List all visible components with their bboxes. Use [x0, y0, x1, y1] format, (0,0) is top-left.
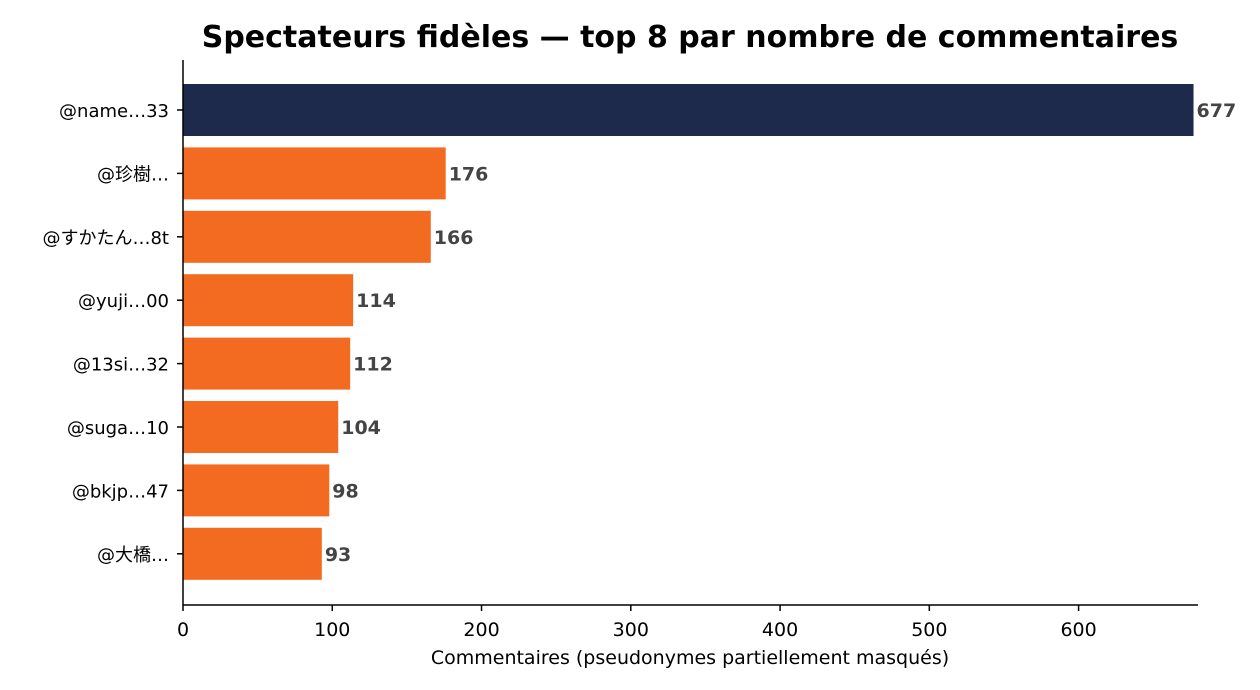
bar-3 — [183, 274, 354, 327]
bars-layer: 677 176 166 114 112 104 98 93 — [183, 84, 1236, 580]
x-tick-label-6: 600 — [1060, 619, 1096, 641]
value-label-6: 98 — [332, 480, 358, 502]
x-tick-label-0: 0 — [177, 619, 189, 641]
value-label-1: 176 — [449, 163, 489, 185]
value-label-4: 112 — [353, 354, 393, 376]
x-tick-label-5: 500 — [911, 619, 947, 641]
category-label-6: @bkjp…47 — [72, 481, 169, 502]
category-label-2: @すかたん…8t — [42, 228, 169, 249]
value-label-0: 677 — [1197, 100, 1237, 122]
value-label-3: 114 — [356, 290, 396, 312]
category-label-5: @suga…10 — [67, 418, 169, 439]
bar-0 — [183, 84, 1194, 136]
category-label-0: @name…33 — [59, 101, 169, 122]
x-tick-label-4: 400 — [762, 619, 798, 641]
bar-7 — [183, 527, 322, 580]
category-label-3: @yuji…00 — [78, 291, 169, 312]
bar-1 — [183, 147, 446, 200]
x-tick-label-3: 300 — [613, 619, 649, 641]
category-label-1: @珍樹… — [97, 164, 169, 185]
bar-2 — [183, 210, 431, 263]
y-axis-labels: @name…33 @珍樹… @すかたん…8t @yuji…00 @13si…32 @sug… — [42, 101, 183, 566]
value-label-7: 93 — [325, 544, 351, 566]
bar-4 — [183, 337, 351, 390]
bar-5 — [183, 401, 339, 453]
x-tick-label-2: 200 — [463, 619, 499, 641]
value-label-5: 104 — [341, 417, 381, 439]
bar-6 — [183, 464, 330, 517]
chart-title: Spectateurs fidèles — top 8 par nombre d… — [202, 20, 1179, 55]
x-axis-ticks: 0 100 200 300 400 500 600 — [177, 605, 1097, 641]
value-label-2: 166 — [434, 227, 474, 249]
category-label-7: @大橋… — [97, 545, 169, 566]
category-label-4: @13si…32 — [73, 355, 169, 376]
x-tick-label-1: 100 — [314, 619, 350, 641]
x-axis-title: Commentaires (pseudonymes partiellement … — [431, 647, 949, 669]
